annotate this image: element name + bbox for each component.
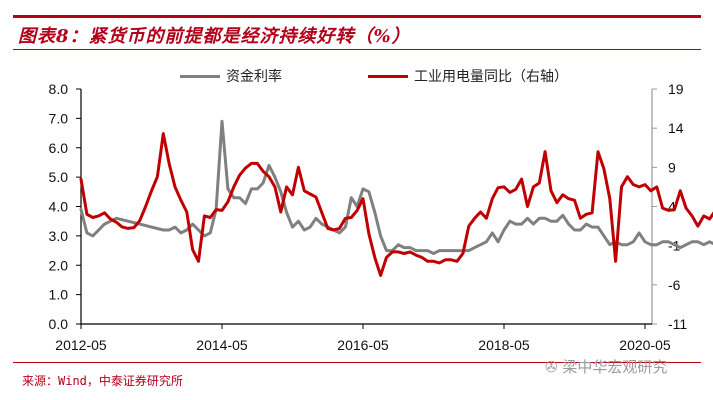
left-tick-label: 8.0	[49, 81, 69, 97]
legend-label: 资金利率	[226, 69, 282, 85]
series-line-2	[79, 132, 713, 277]
left-tick-label: 3.0	[49, 228, 69, 244]
x-tick-label: 2020-05	[619, 337, 671, 353]
right-tick-label: 19	[668, 81, 684, 97]
left-tick-label: 1.0	[49, 287, 69, 303]
legend-item-series-1: 资金利率	[180, 66, 282, 86]
right-tick-label: 4	[668, 199, 676, 215]
title-bottom-rule	[13, 49, 701, 50]
right-tick-label: 9	[668, 159, 676, 175]
x-tick-label: 2012-05	[55, 337, 107, 353]
left-tick-label: 5.0	[49, 169, 69, 185]
watermark-text: 梁中华宏观研究	[562, 358, 668, 376]
left-tick-label: 0.0	[49, 316, 69, 332]
left-tick-label: 6.0	[49, 140, 69, 156]
x-tick-label: 2018-05	[478, 337, 530, 353]
x-tick-label: 2014-05	[196, 337, 248, 353]
source-note: 来源：Wind，中泰证券研究所	[22, 374, 183, 388]
legend-label: 工业用电量同比（右轴）	[414, 69, 568, 85]
footer-rule	[13, 362, 701, 363]
series-line-1	[79, 119, 713, 255]
chart-title: 图表8：紧货币的前提都是经济持续好转（%）	[18, 26, 411, 47]
legend-item-series-2: 工业用电量同比（右轴）	[368, 66, 568, 86]
x-tick-label: 2016-05	[337, 337, 389, 353]
right-tick-label: 14	[668, 120, 684, 136]
right-tick-label: -6	[668, 277, 681, 293]
title-top-rule	[13, 15, 701, 18]
watermark: ✇ 梁中华宏观研究	[545, 356, 667, 377]
wechat-icon: ✇	[545, 358, 563, 376]
legend-swatch-gray	[180, 74, 220, 78]
left-tick-label: 2.0	[49, 257, 69, 273]
legend-swatch-red	[368, 74, 408, 78]
right-tick-label: -11	[668, 316, 687, 332]
left-tick-label: 4.0	[49, 199, 69, 215]
left-tick-label: 7.0	[49, 110, 69, 126]
